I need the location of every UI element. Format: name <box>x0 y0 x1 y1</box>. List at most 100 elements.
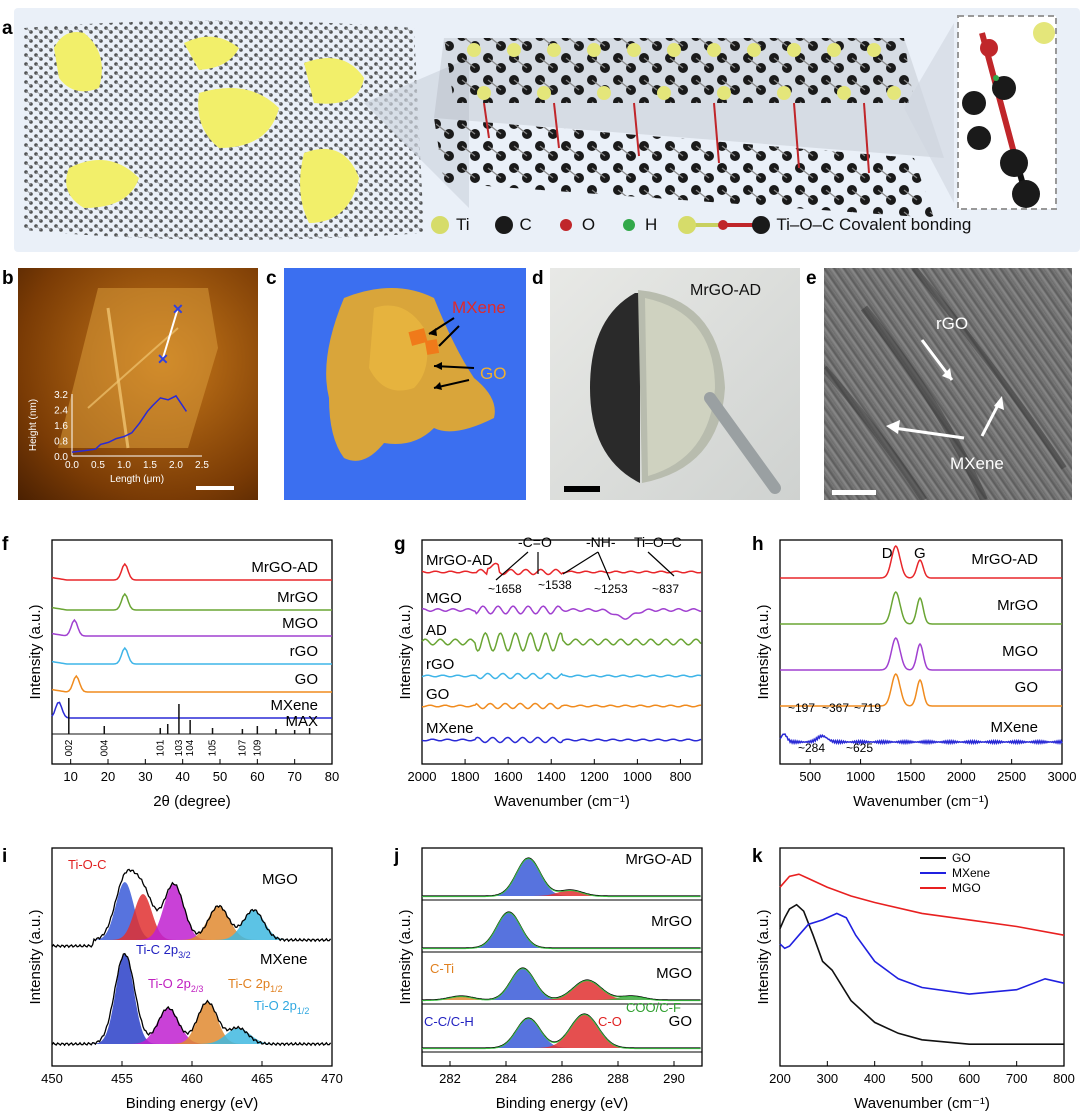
series-label: MrGO-AD <box>971 551 1038 568</box>
series-line-GO <box>779 903 1064 1045</box>
series-line-MXene <box>421 736 702 744</box>
series-label: MGO <box>262 871 298 888</box>
series-line-MGO <box>780 636 1062 671</box>
inset-y-tick-label: 3.2 <box>54 390 68 401</box>
fitted-peak <box>531 980 642 1000</box>
inset-x-tick-label: 0.5 <box>91 460 105 471</box>
fitted-peak <box>82 954 166 1044</box>
series-line-MGO <box>421 605 702 620</box>
fitted-peak <box>176 906 260 940</box>
annotation-nh: -NH- <box>586 534 616 550</box>
series-label: MAX <box>285 713 318 730</box>
ftir-chart: 2000 1800 1600 1400 1200 1000 800 Wavenumber (c… <box>397 534 703 810</box>
series-label: rGO <box>290 643 318 660</box>
inset-x-tick-label: 0.0 <box>65 460 79 471</box>
annotation-arrow <box>647 551 675 577</box>
y-axis-label: Intensity (a.u.) <box>755 604 772 699</box>
mrgo-ad-label: MrGO-AD <box>690 282 762 299</box>
fitted-peak <box>196 1028 279 1044</box>
x-axis-label: Wavenumber (cm⁻¹) <box>854 1095 990 1112</box>
x-tick-label: 465 <box>251 1071 273 1086</box>
annotation-tioc: Ti–O–C <box>634 534 682 550</box>
rgo-label: rGO <box>936 314 969 333</box>
series-label: MrGO-AD <box>625 851 692 868</box>
o-atom-icon <box>559 219 572 231</box>
inset-x-tick-label: 1.5 <box>143 460 157 471</box>
fitted-peak <box>211 910 295 940</box>
annotation-719: ~719 <box>854 701 881 715</box>
fitted-peak <box>452 912 564 948</box>
annotation-cti: C-Ti <box>430 961 454 976</box>
y-axis-label: Intensity (a.u.) <box>27 909 44 1004</box>
raw-spectrum <box>51 952 332 1047</box>
x-axis-label: Wavenumber (cm⁻¹) <box>853 793 989 810</box>
mxene-flake <box>54 32 102 92</box>
xrd-chart: 10 20 30 40 50 60 70 80 2θ (degree) Intensity (a.… <box>27 539 339 810</box>
x-tick-label: 500 <box>799 769 821 784</box>
max-index-label: 104 <box>185 739 196 756</box>
xps-c-chart: 282 284 286 288 290 Binding energy (eV) Intens… <box>397 847 703 1112</box>
series-label: MrGO <box>651 913 692 930</box>
x-tick-label: 1000 <box>623 769 652 784</box>
annotation-1253: ~1253 <box>594 582 628 596</box>
legend-h-label: H <box>645 215 658 234</box>
legend-a: Ti C O H Ti–O–C Covalent bonding <box>430 210 971 240</box>
fitted-peak <box>82 882 166 940</box>
annotation-tic-3-2: Ti-C 2p3/2 <box>136 942 191 960</box>
x-tick-label: 1400 <box>537 769 566 784</box>
panel-label-f: f <box>2 534 9 555</box>
x-tick-label: 1000 <box>846 769 875 784</box>
fitted-peak <box>131 884 215 940</box>
max-index-label: 101 <box>155 739 166 756</box>
afm-image: ✕ ✕ 3.2 2.4 1.6 0.8 0.0 0.0 0.5 1.0 1.5 2.0 2.5 Hei… <box>18 268 258 500</box>
series-label: MGO <box>656 965 692 982</box>
inset-x-tick-label: 1.0 <box>117 460 131 471</box>
xps-ti-chart: 450 455 460 465 470 Binding energy (eV) Intens… <box>27 847 343 1112</box>
series-line-rGO <box>51 646 332 665</box>
max-index-label: 002 <box>64 739 75 756</box>
fitted-peak <box>466 968 578 1000</box>
y-axis-label: Intensity (a.u.) <box>27 604 44 699</box>
raw-spectrum <box>422 967 701 1001</box>
x-tick-label: 1800 <box>451 769 480 784</box>
series-label: GO <box>426 686 449 703</box>
c-atom-icon <box>494 216 513 234</box>
panel-label-k: k <box>752 846 763 867</box>
annotation-arrow <box>597 551 611 581</box>
x-tick-label: 3000 <box>1048 769 1077 784</box>
series-label: MXene <box>260 951 308 968</box>
x-tick-label: 400 <box>864 1071 886 1086</box>
x-tick-label: 2000 <box>408 769 437 784</box>
annotation-tio-1-2: Ti-O 2p1/2 <box>254 998 309 1016</box>
series-line-MrGO-AD <box>421 562 702 576</box>
panel-label-a: a <box>2 18 13 39</box>
inset-y-tick-label: 0.0 <box>54 452 68 463</box>
annotation-arrow <box>495 551 529 581</box>
peak-g-label: G <box>914 545 926 562</box>
panel-label-b: b <box>2 268 14 289</box>
series-label: GO <box>295 671 318 688</box>
raw-spectrum <box>422 857 701 897</box>
series-label: MrGO <box>277 589 318 606</box>
h-atom-icon <box>623 219 636 231</box>
x-tick-label: 1200 <box>580 769 609 784</box>
series-line-AD <box>421 631 702 652</box>
raw-spectrum <box>422 911 701 949</box>
fit-envelope <box>422 1014 701 1050</box>
inset-y-tick-label: 0.8 <box>54 437 68 448</box>
annotation-837: ~837 <box>652 582 679 596</box>
series-line-MrGO-AD <box>51 562 332 581</box>
film-photo: MrGO-AD <box>550 268 800 500</box>
legend-o-label: O <box>581 215 596 234</box>
mxene-flake <box>198 88 279 148</box>
panel-label-h: h <box>752 534 764 555</box>
svg-text:✕: ✕ <box>172 301 184 317</box>
x-tick-label: 40 <box>175 769 189 784</box>
inset-y-tick-label: 1.6 <box>54 421 68 432</box>
go-label: GO <box>480 364 507 383</box>
fitted-peak <box>126 1008 209 1044</box>
scale-bar <box>564 486 600 492</box>
fitted-peak <box>472 858 583 896</box>
series-line-GO <box>51 674 332 693</box>
scale-bar <box>832 490 876 495</box>
